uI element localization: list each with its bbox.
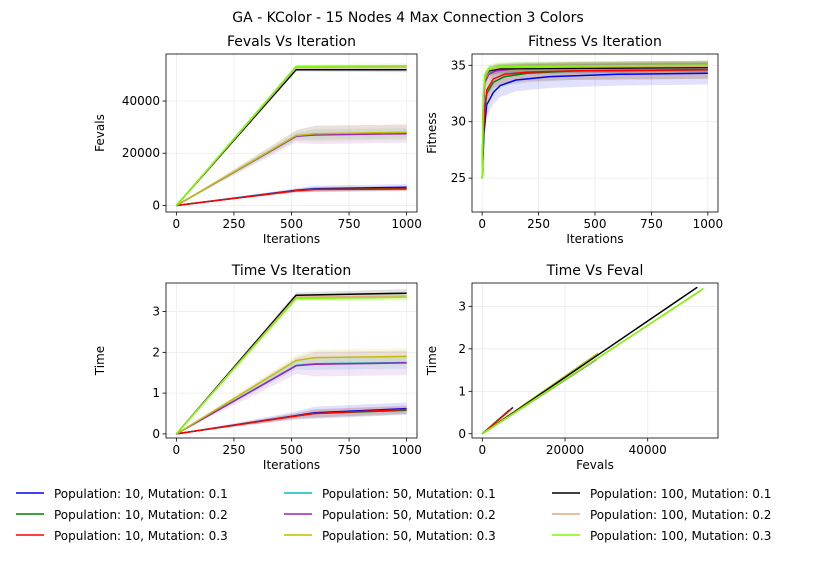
figure-title: GA - KColor - 15 Nodes 4 Max Connection … [232, 10, 583, 26]
y-axis-label: Time [93, 346, 107, 376]
x-tick-label: 750 [338, 443, 361, 457]
series-line [176, 131, 407, 207]
legend-entry: Population: 100, Mutation: 0.2 [552, 508, 771, 522]
legend-entry: Population: 50, Mutation: 0.1 [284, 487, 496, 501]
legend-label: Population: 50, Mutation: 0.1 [322, 487, 496, 501]
subplot-3: 0 250 500 750 1000 0 1 2 3 Time Vs Iteration Itera… [93, 263, 422, 472]
series-band [176, 186, 407, 206]
legend-label: Population: 100, Mutation: 0.2 [590, 508, 771, 522]
y-axis-label: Fevals [93, 114, 107, 152]
x-tick-label: 750 [640, 217, 663, 231]
series-group [481, 286, 704, 435]
x-tick-label: 20000 [546, 443, 584, 457]
legend-label: Population: 50, Mutation: 0.3 [322, 529, 496, 543]
y-tick-label: 0 [152, 198, 160, 212]
series-band [176, 406, 407, 434]
y-tick-label: 2 [458, 342, 466, 356]
series-line [176, 355, 407, 435]
x-tick-label: 40000 [629, 443, 667, 457]
subplot-1: 0 250 500 750 1000 0 20000 40000 Fevals Vs Itera… [93, 34, 422, 246]
subplot-title: Time Vs Iteration [231, 263, 351, 279]
y-tick-label: 2 [152, 345, 160, 359]
x-tick-label: 500 [584, 217, 607, 231]
x-tick-label: 750 [338, 217, 361, 231]
y-axis-label: Time [425, 346, 439, 376]
series-band [176, 128, 407, 206]
series-band [176, 356, 407, 434]
legend-label: Population: 10, Mutation: 0.3 [54, 529, 228, 543]
legend-entry: Population: 100, Mutation: 0.1 [552, 487, 771, 501]
y-tick-label: 40000 [122, 94, 160, 108]
series-band [482, 60, 708, 179]
subplot-title: Fevals Vs Iteration [227, 34, 356, 50]
x-tick-label: 1000 [391, 217, 422, 231]
series-line [481, 287, 704, 435]
x-tick-label: 0 [173, 443, 181, 457]
y-tick-label: 25 [451, 171, 466, 185]
legend-entry: Population: 50, Mutation: 0.2 [284, 508, 496, 522]
series-band [482, 60, 708, 179]
legend-entry: Population: 10, Mutation: 0.2 [16, 508, 228, 522]
subplot-4: 0 20000 40000 0 1 2 3 Time Vs Feval Fevals Time [425, 263, 719, 472]
series-line [481, 69, 708, 179]
y-tick-label: 1 [458, 384, 466, 398]
legend-entry: Population: 10, Mutation: 0.1 [16, 487, 228, 501]
series-band [176, 186, 407, 206]
legend: Population: 10, Mutation: 0.1 Population:… [16, 487, 771, 543]
x-axis-label: Iterations [263, 232, 320, 246]
y-tick-label: 30 [451, 115, 466, 129]
legend-label: Population: 10, Mutation: 0.2 [54, 508, 228, 522]
legend-entry: Population: 10, Mutation: 0.3 [16, 529, 228, 543]
x-tick-label: 0 [478, 217, 486, 231]
series-group [481, 60, 708, 179]
series-line [481, 64, 708, 179]
series-band [482, 60, 708, 179]
y-tick-label: 35 [451, 58, 466, 72]
x-tick-label: 500 [280, 443, 303, 457]
series-line [176, 408, 407, 435]
legend-label: Population: 100, Mutation: 0.3 [590, 529, 771, 543]
y-tick-label: 3 [152, 305, 160, 319]
y-tick-label: 0 [458, 427, 466, 441]
series-group [175, 289, 407, 435]
y-tick-label: 0 [152, 427, 160, 441]
legend-label: Population: 10, Mutation: 0.1 [54, 487, 228, 501]
series-line [481, 72, 708, 179]
subplot-title: Fitness Vs Iteration [528, 34, 662, 50]
x-axis-label: Fevals [576, 458, 614, 472]
series-group [175, 63, 407, 207]
axes-frame [471, 282, 719, 439]
x-tick-label: 1000 [391, 443, 422, 457]
legend-label: Population: 50, Mutation: 0.2 [322, 508, 496, 522]
x-tick-label: 0 [479, 443, 487, 457]
series-band [176, 350, 407, 434]
legend-entry: Population: 100, Mutation: 0.3 [552, 529, 771, 543]
series-band [482, 60, 708, 179]
x-axis-label: Iterations [263, 458, 320, 472]
x-axis-label: Iterations [566, 232, 623, 246]
series-line [176, 188, 407, 207]
x-tick-label: 250 [222, 217, 245, 231]
y-axis-label: Fitness [425, 112, 439, 154]
legend-entry: Population: 50, Mutation: 0.3 [284, 529, 496, 543]
series-line [176, 362, 407, 435]
x-tick-label: 0 [173, 217, 181, 231]
series-line [175, 65, 407, 206]
y-tick-label: 20000 [122, 146, 160, 160]
legend-label: Population: 100, Mutation: 0.1 [590, 487, 771, 501]
x-tick-label: 500 [280, 217, 303, 231]
series-band [482, 61, 708, 179]
subplot-title: Time Vs Feval [546, 263, 644, 279]
subplot-2: 0 250 500 750 1000 25 30 35 Fitness Vs Iteration… [425, 34, 723, 246]
x-tick-label: 250 [222, 443, 245, 457]
y-tick-label: 1 [152, 386, 160, 400]
y-tick-label: 3 [458, 299, 466, 313]
series-line [175, 296, 407, 435]
x-tick-label: 1000 [693, 217, 724, 231]
x-tick-label: 250 [527, 217, 550, 231]
